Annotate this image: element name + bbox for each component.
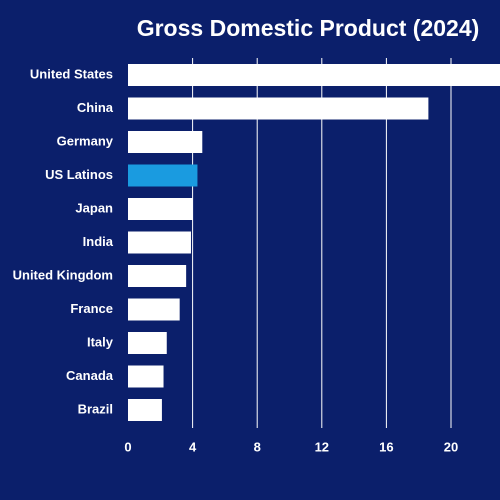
- y-tick-label: Italy: [87, 334, 114, 349]
- x-tick-label: 4: [189, 439, 197, 454]
- bar: [128, 399, 162, 421]
- x-tick-label: 8: [254, 439, 261, 454]
- y-tick-label: Japan: [75, 200, 113, 215]
- y-tick-label: United Kingdom: [13, 267, 113, 282]
- bar: [128, 231, 191, 254]
- chart-title: Gross Domestic Product (2024): [137, 15, 480, 41]
- y-tick-label: Brazil: [78, 401, 113, 416]
- y-tick-label: United States: [30, 66, 113, 81]
- bar: [128, 64, 500, 86]
- bar: [128, 265, 187, 287]
- bar: [128, 131, 203, 153]
- x-tick-label: 16: [379, 439, 393, 454]
- bar: [128, 332, 167, 354]
- y-tick-label: India: [83, 234, 114, 249]
- bars: [128, 64, 500, 421]
- y-tick-label: France: [70, 301, 113, 316]
- y-tick-label: Germany: [57, 133, 114, 148]
- x-tick-label: 20: [444, 439, 458, 454]
- x-tick-label: 12: [315, 439, 329, 454]
- bar: [128, 198, 193, 220]
- grid: [192, 58, 452, 428]
- bar: [128, 365, 164, 388]
- y-tick-label: Canada: [66, 368, 114, 383]
- bar: [128, 164, 198, 187]
- y-tick-label: China: [77, 100, 114, 115]
- y-tick-label: US Latinos: [45, 167, 113, 182]
- bar: [128, 298, 180, 321]
- bar: [128, 97, 429, 120]
- x-tick-label: 0: [124, 439, 131, 454]
